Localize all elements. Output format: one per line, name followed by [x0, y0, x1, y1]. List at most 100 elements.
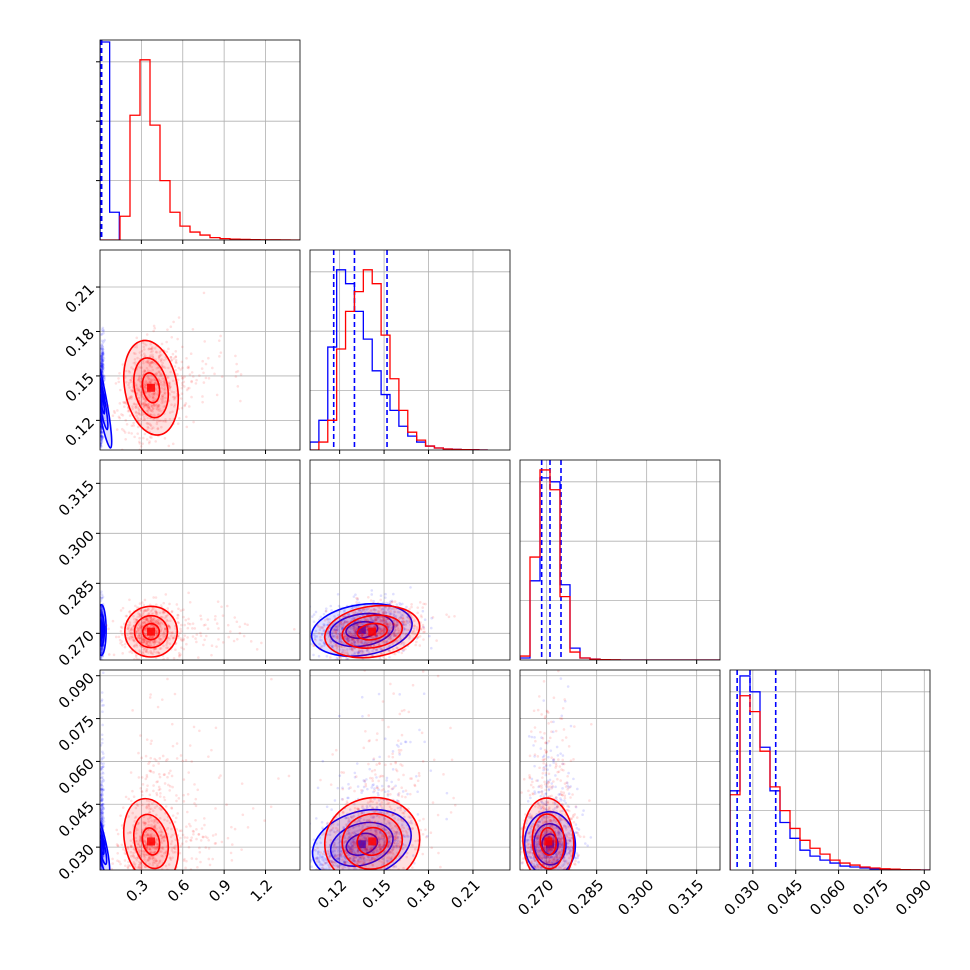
scatter-point	[406, 615, 409, 619]
scatter-point	[287, 648, 290, 651]
scatter-point	[114, 382, 118, 385]
scatter-point	[352, 626, 356, 630]
scatter-point	[101, 854, 105, 858]
scatter-point	[294, 622, 297, 625]
scatter-point	[388, 649, 391, 653]
scatter-point	[335, 624, 338, 628]
scatter-point	[382, 627, 386, 630]
scatter-point	[100, 885, 103, 888]
scatter-point	[139, 393, 142, 397]
scatter-point	[198, 374, 201, 377]
scatter-point	[217, 627, 220, 630]
scatter-point	[100, 765, 104, 769]
scatter-point	[137, 407, 141, 411]
scatter-point	[186, 622, 190, 625]
scatter-point	[373, 625, 377, 629]
scatter-point	[374, 635, 378, 638]
scatter-point	[168, 386, 172, 389]
scatter-point	[138, 633, 141, 637]
scatter-point	[391, 647, 395, 651]
scatter-point	[382, 618, 385, 622]
scatter-point	[373, 616, 377, 620]
scatter-point	[158, 622, 162, 626]
scatter-point	[345, 651, 349, 654]
scatter-point	[365, 612, 369, 616]
scatter-point	[168, 631, 172, 634]
ticks-1-1	[339, 450, 474, 454]
scatter-point	[100, 346, 103, 349]
scatter-point	[341, 626, 344, 629]
scatter-point	[102, 875, 105, 878]
scatter-point	[335, 636, 339, 640]
scatter-point	[137, 378, 141, 382]
scatter-point	[315, 623, 319, 626]
scatter-point	[362, 643, 366, 646]
scatter-point	[363, 640, 367, 643]
scatter-point	[191, 622, 195, 625]
scatter-point	[156, 405, 159, 408]
scatter-point	[402, 617, 405, 621]
scatter-point	[359, 640, 363, 644]
scatter-point	[135, 336, 139, 340]
scatter-point	[324, 607, 328, 610]
scatter-point	[353, 640, 356, 643]
scatter-point	[100, 868, 103, 870]
scatter-point	[384, 596, 387, 599]
scatter-point	[100, 639, 102, 643]
scatter-point	[360, 634, 363, 637]
scatter-point	[333, 644, 337, 647]
scatter-point	[138, 436, 141, 440]
scatter-point	[343, 634, 347, 638]
scatter-point	[154, 440, 157, 443]
scatter-point	[178, 631, 181, 635]
scatter-point	[385, 622, 389, 625]
scatter-point	[402, 643, 406, 647]
scatter-point	[137, 377, 141, 380]
scatter-point	[164, 400, 167, 403]
scatter-point	[369, 643, 372, 647]
scatter-point	[156, 622, 160, 626]
scatter-point	[101, 780, 104, 784]
scatter-point	[100, 812, 103, 816]
scatter-point	[100, 648, 103, 651]
scatter-point	[101, 813, 104, 816]
scatter-point	[152, 650, 156, 654]
scatter-point	[139, 626, 143, 630]
scatter-point	[100, 817, 103, 821]
scatter-point	[159, 390, 163, 393]
scatter-point	[359, 611, 363, 615]
scatter-point	[100, 619, 103, 622]
scatter-point	[100, 435, 103, 439]
scatter-point	[100, 691, 104, 694]
scatter-point	[154, 350, 158, 354]
scatter-point	[100, 794, 103, 798]
scatter-point	[323, 623, 326, 627]
scatter-point	[101, 367, 104, 371]
scatter-point	[343, 635, 346, 639]
scatter-point	[343, 619, 347, 623]
scatter-point	[100, 357, 103, 361]
scatter-point	[100, 874, 103, 877]
scatter-point	[151, 618, 154, 622]
scatter-point	[156, 427, 160, 430]
scatter-point	[118, 388, 122, 392]
scatter-point	[100, 362, 104, 365]
scatter-point	[100, 438, 103, 442]
scatter-point	[388, 655, 391, 659]
scatter-point	[360, 649, 363, 653]
scatter-point	[303, 647, 306, 650]
scatter-point	[145, 641, 149, 644]
scatter-point	[100, 427, 103, 431]
scatter-point	[331, 644, 334, 647]
scatter-point	[413, 632, 417, 636]
scatter-point	[145, 333, 149, 336]
scatter-point	[339, 636, 342, 640]
scatter-point	[311, 615, 314, 618]
scatter-point	[168, 625, 172, 629]
scatter-point	[366, 665, 369, 668]
scatter-point	[388, 612, 392, 616]
scatter-point	[398, 601, 401, 605]
scatter-point	[333, 628, 337, 631]
scatter-point	[382, 610, 385, 614]
scatter-point	[100, 356, 104, 360]
